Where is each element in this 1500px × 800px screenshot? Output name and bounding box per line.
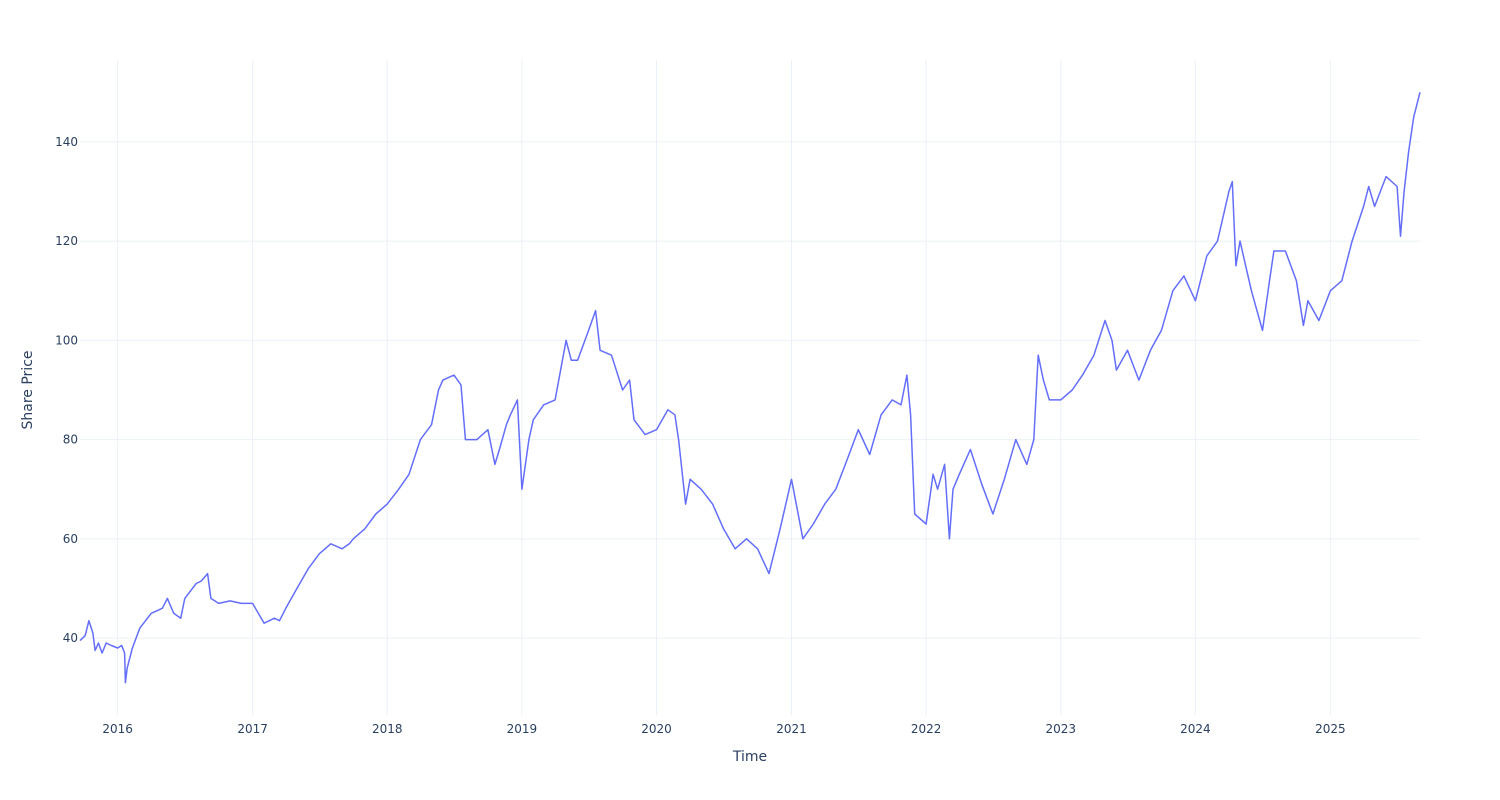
y-tick-label-40: 40 — [63, 631, 78, 645]
x-tick-label-2018: 2018 — [372, 722, 403, 736]
y-tick-label-100: 100 — [55, 333, 78, 347]
series-line-0 — [79, 92, 1421, 684]
x-tick-label-2023: 2023 — [1045, 722, 1076, 736]
x-tick-label-2022: 2022 — [911, 722, 942, 736]
y-axis-title: Share Price — [20, 350, 36, 429]
y-tick-label-120: 120 — [55, 234, 78, 248]
x-tick-label-2016: 2016 — [102, 722, 133, 736]
y-tick-label-80: 80 — [63, 433, 78, 447]
y-axis-ticks: 40 60 80 100 120 140 — [55, 135, 78, 645]
x-tick-label-2019: 2019 — [507, 722, 538, 736]
x-axis-ticks: 2016 2017 2018 2019 2020 2021 2022 2023 2024 2025 — [102, 722, 1345, 736]
grid-lines — [80, 60, 1420, 715]
x-tick-label-2017: 2017 — [237, 722, 268, 736]
y-tick-label-60: 60 — [63, 532, 78, 546]
x-tick-label-2025: 2025 — [1315, 722, 1346, 736]
x-axis-title: Time — [732, 749, 767, 765]
series-layer — [79, 92, 1421, 684]
x-tick-label-2024: 2024 — [1180, 722, 1211, 736]
x-tick-label-2020: 2020 — [641, 722, 672, 736]
x-tick-label-2021: 2021 — [776, 722, 807, 736]
y-tick-label-140: 140 — [55, 135, 78, 149]
